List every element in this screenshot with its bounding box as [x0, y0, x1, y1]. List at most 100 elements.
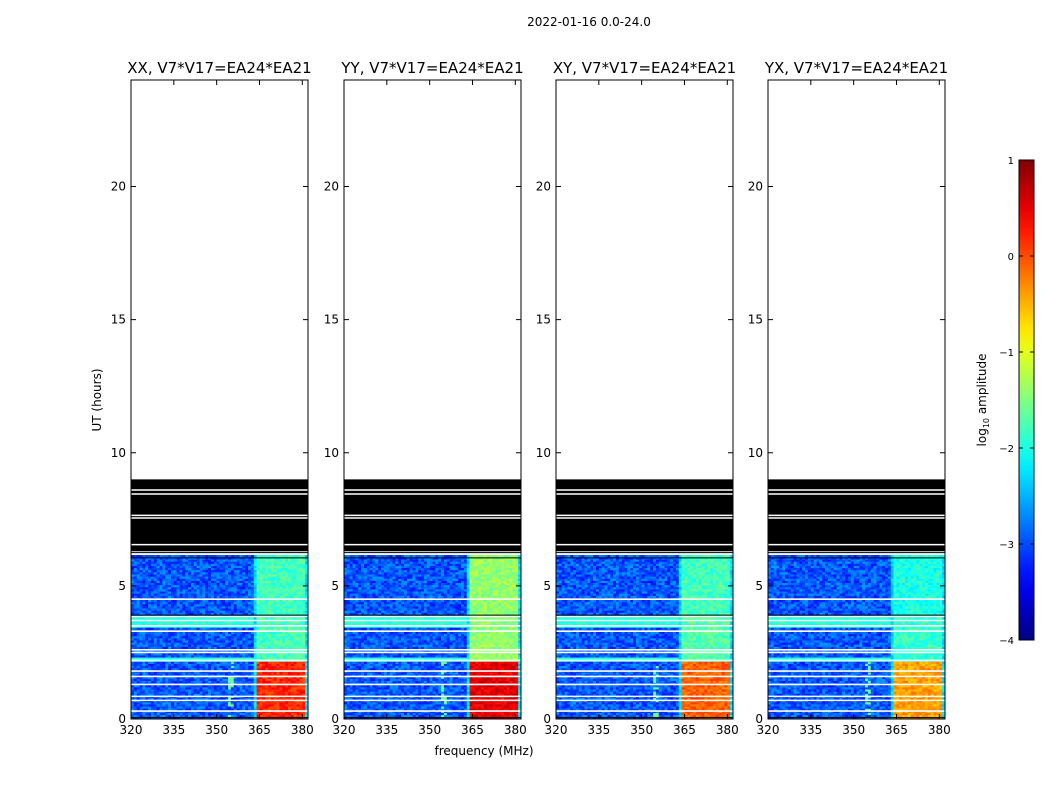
pixel: [228, 567, 232, 571]
pixel: [259, 612, 263, 615]
pixel: [233, 635, 237, 639]
pixel: [305, 554, 308, 558]
pixel: [250, 697, 255, 701]
pixel: [245, 674, 249, 677]
pixel: [265, 708, 269, 711]
pixel: [262, 674, 266, 677]
pixel: [188, 701, 192, 705]
pixel: [236, 608, 240, 611]
pixel: [449, 714, 453, 718]
pixel: [159, 680, 163, 684]
pixel: [139, 565, 143, 569]
pixel: [136, 631, 140, 635]
pixel: [213, 652, 217, 656]
waterfall-image: [344, 479, 521, 719]
pixel: [245, 591, 249, 594]
pixel: [233, 714, 237, 718]
pixel: [165, 701, 169, 705]
pixel: [233, 603, 237, 607]
pixel: [265, 680, 269, 684]
pixel: [290, 672, 295, 675]
pixel: [239, 712, 243, 716]
pixel: [133, 582, 137, 586]
pixel: [185, 661, 189, 664]
pixel: [179, 616, 183, 620]
pixel: [276, 676, 280, 679]
pixel: [216, 627, 220, 630]
pixel: [233, 554, 237, 558]
pixel: [302, 567, 306, 571]
pixel: [199, 561, 203, 564]
pixel: [262, 591, 266, 594]
pixel: [196, 665, 200, 669]
pixel: [276, 599, 280, 603]
pixel: [230, 593, 235, 596]
pixel: [302, 633, 306, 637]
pixel: [182, 595, 186, 598]
pixel: [230, 676, 235, 679]
pixel: [216, 646, 220, 650]
pixel: [168, 691, 172, 694]
pixel: [290, 578, 295, 581]
pixel: [150, 646, 155, 650]
pixel: [282, 638, 286, 641]
pixel: [259, 708, 263, 711]
pixel: [296, 610, 300, 613]
pixel: [162, 655, 166, 658]
pixel: [239, 697, 243, 701]
pixel: [213, 687, 217, 690]
pixel: [270, 680, 275, 684]
pixel: [305, 657, 308, 660]
pixel: [188, 591, 192, 594]
pixel: [182, 567, 186, 571]
pixel: [290, 582, 295, 586]
pixel: [239, 687, 243, 690]
pixel: [205, 661, 209, 664]
pixel: [225, 574, 229, 577]
pixel: [290, 652, 295, 656]
pixel: [153, 640, 157, 643]
pixel: [150, 627, 155, 630]
pixel: [199, 665, 203, 669]
pixel: [131, 631, 135, 635]
pixel: [216, 576, 220, 579]
pixel: [131, 663, 135, 667]
pixel: [162, 584, 166, 588]
pixel: [305, 582, 308, 586]
pixel: [253, 593, 257, 596]
pixel: [205, 642, 209, 645]
pixel: [290, 635, 295, 639]
pixel: [230, 691, 235, 694]
pixel: [285, 665, 289, 669]
pixel: [290, 563, 295, 566]
pixel: [162, 563, 166, 566]
pixel: [245, 623, 249, 626]
pixel: [230, 572, 235, 575]
pixel: [131, 574, 135, 577]
pixel: [131, 712, 135, 716]
pixel: [250, 667, 255, 671]
pixel: [136, 672, 140, 675]
pixel: [145, 693, 149, 696]
pixel: [165, 574, 169, 577]
pixel: [190, 642, 195, 645]
pixel: [279, 642, 283, 645]
pixel: [285, 591, 289, 594]
pixel: [285, 667, 289, 671]
pixel: [142, 593, 146, 596]
pixel: [156, 578, 160, 581]
pixel: [162, 576, 166, 579]
pixel: [208, 627, 212, 630]
pixel: [136, 565, 140, 569]
pixel: [173, 655, 177, 658]
pixel: [168, 589, 172, 592]
pixel: [208, 608, 212, 611]
pixel: [133, 712, 137, 716]
pixel: [253, 567, 257, 571]
pixel: [279, 580, 283, 583]
pixel: [302, 599, 306, 603]
pixel: [196, 593, 200, 596]
pixel: [193, 606, 197, 609]
pixel: [153, 678, 157, 681]
pixel: [288, 627, 292, 630]
